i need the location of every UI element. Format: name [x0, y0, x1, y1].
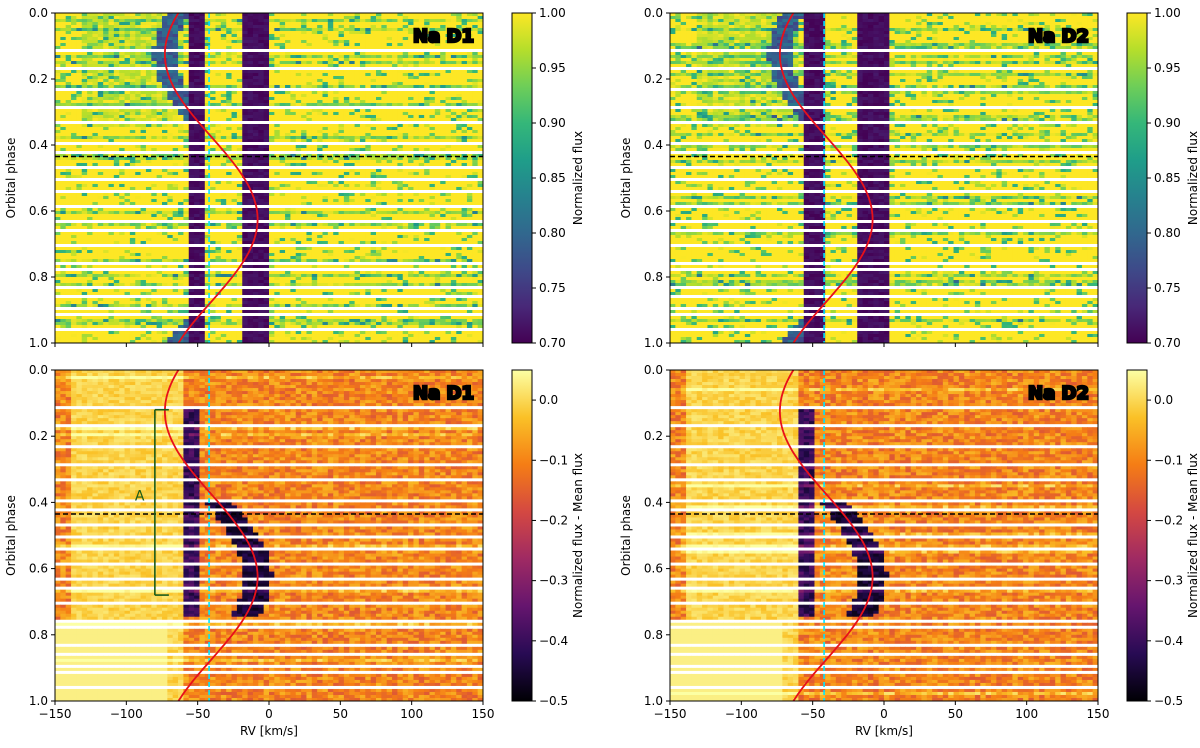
x-tick-label: −50 — [800, 707, 825, 721]
y-tick-label: 0.4 — [644, 138, 663, 152]
x-tick-label: 0 — [265, 707, 273, 721]
y-tick-label: 0.2 — [29, 429, 48, 443]
y-tick-label: 0.2 — [644, 429, 663, 443]
y-axis-label: Orbital phase — [4, 138, 18, 219]
colorbar — [511, 12, 533, 344]
colorbar-tick-label: −0.3 — [539, 574, 568, 588]
y-tick-label: 0.6 — [644, 562, 663, 576]
y-tick-label: 0.2 — [644, 72, 663, 86]
y-tick-label: 0.8 — [29, 270, 48, 284]
colorbar — [1126, 369, 1148, 702]
y-axis-label: Orbital phase — [619, 495, 633, 576]
colorbar-tick-label: −0.4 — [539, 634, 568, 648]
x-tick-label: −100 — [725, 707, 758, 721]
y-tick-label: 0.8 — [644, 270, 663, 284]
colorbar-tick-label: 0.90 — [1154, 116, 1181, 130]
x-axis-label: RV [km/s] — [855, 724, 913, 738]
colorbar-tick-label: 0.0 — [539, 393, 558, 407]
colorbar-tick-label: 0.75 — [539, 281, 566, 295]
colorbar-tick-label: 0.95 — [1154, 61, 1181, 75]
y-tick-label: 0.0 — [644, 6, 663, 20]
y-tick-label: 0.2 — [29, 72, 48, 86]
x-tick-label: −50 — [185, 707, 210, 721]
x-axis-label: RV [km/s] — [240, 724, 298, 738]
x-tick-label: 0 — [880, 707, 888, 721]
x-tick-label: 150 — [1087, 707, 1110, 721]
panel-title: Na D1 — [413, 26, 474, 47]
panel-title: Na D1 — [413, 383, 474, 404]
colorbar-label: Normalized flux - Mean flux — [1186, 453, 1200, 618]
panel-top-left: Na D1 0.0 0.2 0.4 0.6 0.8 1.0 Orbital phase 1.00… — [4, 6, 585, 350]
colorbar-tick-label: −0.3 — [1154, 574, 1183, 588]
red-rv-curve — [164, 370, 259, 701]
heatmap-top-right — [670, 13, 1098, 343]
colorbar-label: Normalized flux — [571, 131, 585, 225]
colorbar-tick-label: 0.70 — [539, 336, 566, 350]
y-tick-label: 0.6 — [29, 204, 48, 218]
y-tick-label: 0.4 — [29, 138, 48, 152]
y-tick-label: 0.4 — [644, 495, 663, 509]
heatmap-top-left — [55, 13, 483, 343]
colorbar-label: Normalized flux — [1186, 131, 1200, 225]
x-tick-label: 50 — [948, 707, 963, 721]
panel-title: Na D2 — [1028, 383, 1089, 404]
y-tick-label: 1.0 — [644, 694, 663, 708]
heatmap-bottom-left — [55, 370, 483, 701]
red-rv-curve — [779, 370, 874, 701]
y-tick-label: 0.8 — [644, 628, 663, 642]
panel-bottom-right: Na D2 −150 −100 −50 0 50 100 150 RV [km/s] 0.0 0.2… — [619, 363, 1200, 738]
colorbar-tick-label: 0.85 — [539, 171, 566, 185]
annotation-bracket: A — [135, 408, 169, 596]
colorbar-tick-label: 0.70 — [1154, 336, 1181, 350]
colorbar — [511, 369, 533, 702]
colorbar-tick-label: −0.4 — [1154, 634, 1183, 648]
x-tick-label: 100 — [400, 707, 423, 721]
red-rv-curve — [779, 13, 874, 343]
y-axis-label: Orbital phase — [619, 138, 633, 219]
y-tick-label: 0.8 — [29, 628, 48, 642]
colorbar-tick-label: −0.2 — [1154, 513, 1183, 527]
x-tick-label: −150 — [654, 707, 687, 721]
colorbar-label: Normalized flux - Mean flux — [571, 453, 585, 618]
y-tick-label: 0.0 — [29, 6, 48, 20]
y-tick-label: 0.0 — [29, 363, 48, 377]
panel-bottom-left: Na D1 A −150 −100 −50 0 50 100 150 RV [km/s] 0.0 0.… — [4, 363, 585, 738]
colorbar-tick-label: −0.5 — [539, 694, 568, 708]
colorbar-tick-label: −0.2 — [539, 513, 568, 527]
y-tick-label: 0.4 — [29, 495, 48, 509]
x-tick-label: 100 — [1015, 707, 1038, 721]
y-tick-label: 1.0 — [29, 694, 48, 708]
y-tick-label: 1.0 — [644, 336, 663, 350]
y-tick-label: 1.0 — [29, 336, 48, 350]
colorbar-tick-label: 0.80 — [1154, 226, 1181, 240]
colorbar-tick-label: −0.1 — [1154, 453, 1183, 467]
colorbar-tick-label: 0.80 — [539, 226, 566, 240]
colorbar-tick-label: 0.0 — [1154, 393, 1173, 407]
annotation-label: A — [135, 488, 145, 504]
panel-title: Na D2 — [1028, 26, 1089, 47]
panel-top-right: Na D2 0.0 0.2 0.4 0.6 0.8 1.0 Orbital phase 1.00… — [619, 6, 1200, 350]
colorbar-tick-label: 0.90 — [539, 116, 566, 130]
red-rv-curve — [164, 13, 259, 343]
colorbar — [1126, 12, 1148, 344]
colorbar-tick-label: −0.1 — [539, 453, 568, 467]
y-tick-label: 0.6 — [29, 562, 48, 576]
y-axis-label: Orbital phase — [4, 495, 18, 576]
colorbar-tick-label: −0.5 — [1154, 694, 1183, 708]
y-tick-label: 0.0 — [644, 363, 663, 377]
y-tick-label: 0.6 — [644, 204, 663, 218]
x-tick-label: 150 — [472, 707, 495, 721]
heatmap-bottom-right — [670, 370, 1098, 701]
x-tick-label: −100 — [110, 707, 143, 721]
colorbar-tick-label: 0.85 — [1154, 171, 1181, 185]
colorbar-tick-label: 0.95 — [539, 61, 566, 75]
x-tick-label: −150 — [39, 707, 72, 721]
colorbar-tick-label: 1.00 — [1154, 6, 1181, 20]
x-tick-label: 50 — [333, 707, 348, 721]
colorbar-tick-label: 1.00 — [539, 6, 566, 20]
colorbar-tick-label: 0.75 — [1154, 281, 1181, 295]
